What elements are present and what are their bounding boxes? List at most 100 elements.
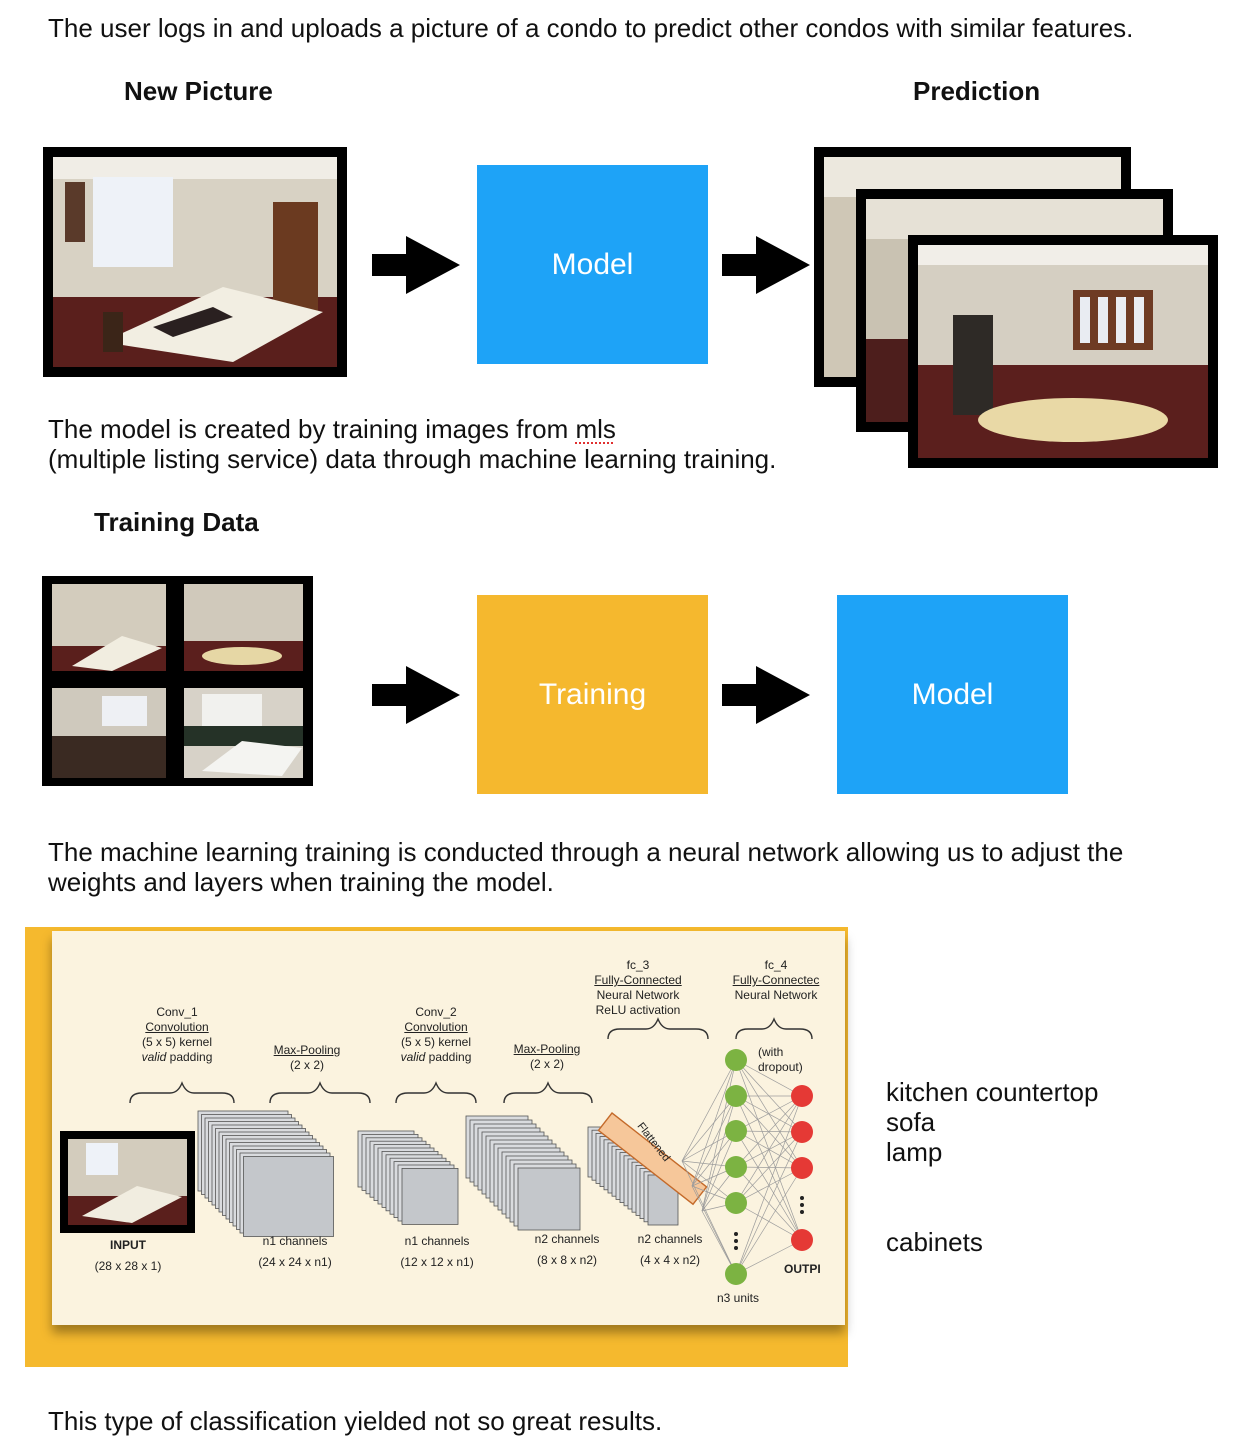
nn-diagram-panel [52, 931, 845, 1325]
connection-line [691, 1130, 737, 1187]
pool2-label: Max-Pooling (2 x 2) [497, 1042, 597, 1072]
connection-line [735, 1095, 803, 1275]
model-description-line1: The model is created by training images … [48, 414, 616, 444]
stage3-label: n2 channels (8 x 8 x n2) [512, 1232, 622, 1268]
connection-line [735, 1239, 803, 1275]
connection-line [681, 1160, 737, 1204]
new-picture-image [43, 147, 347, 377]
connection-line [735, 1095, 803, 1132]
stage3-channels: n2 channels [534, 1232, 600, 1246]
connection-line [735, 1095, 803, 1168]
conv1-name: Conv_1 [156, 1005, 198, 1019]
pool2-name: Max-Pooling [513, 1042, 581, 1056]
conv2-name: Conv_2 [415, 1005, 457, 1019]
connection-line [735, 1131, 803, 1204]
pool1-label: Max-Pooling (2 x 2) [257, 1043, 357, 1073]
connection-line [735, 1059, 803, 1097]
output-label: OUTPI [784, 1262, 821, 1276]
hidden-node [725, 1263, 747, 1285]
output-node [791, 1121, 813, 1143]
intro-text: The user logs in and uploads a picture o… [48, 13, 1134, 43]
connection-line [681, 1059, 737, 1162]
label-kitchen-countertop: kitchen countertop [886, 1077, 1099, 1107]
connection-line [735, 1167, 803, 1275]
output-node [791, 1157, 813, 1179]
hidden-node [725, 1120, 747, 1142]
fc4-label: fc_4 Fully-Connectec Neural Network [726, 958, 826, 1003]
dropout-label: (with dropout) [758, 1045, 828, 1075]
conv2-type: Convolution [404, 1020, 468, 1034]
dropout-line2: dropout) [758, 1060, 803, 1074]
heading-training-data: Training Data [94, 507, 259, 537]
hidden-node [725, 1156, 747, 1178]
mls-term: mls [575, 414, 616, 444]
conv2-label: Conv_2 Convolution (5 x 5) kernel valid … [381, 1005, 491, 1065]
label-cabinets: cabinets [886, 1227, 983, 1257]
arrow-right-icon [722, 236, 810, 294]
feature-map-layer [401, 1167, 459, 1225]
pool1-size: (2 x 2) [289, 1058, 324, 1072]
heading-new-picture: New Picture [124, 76, 273, 106]
conv1-padding: valid padding [141, 1050, 213, 1064]
stage2-channels: n1 channels [404, 1234, 470, 1248]
model-box-top: Model [477, 165, 708, 364]
conclusion-text: This type of classification yielded not … [48, 1406, 663, 1436]
fc4-sub: Neural Network [734, 988, 818, 1002]
connection-line [701, 1210, 737, 1275]
label-lamp: lamp [886, 1137, 943, 1167]
nn-description-line2: weights and layers when training the mod… [48, 867, 554, 897]
stage4-dims: (4 x 4 x n2) [639, 1253, 701, 1267]
pool1-name: Max-Pooling [273, 1043, 341, 1057]
label-sofa: sofa [886, 1107, 936, 1137]
stage2-dims: (12 x 12 x n1) [400, 1255, 474, 1269]
stage4-label: n2 channels (4 x 4 x n2) [615, 1232, 725, 1268]
conv2-kernel: (5 x 5) kernel [400, 1035, 472, 1049]
nn-description-line1: The machine learning training is conduct… [48, 837, 1124, 867]
stage1-label: n1 channels (24 x 24 x n1) [240, 1234, 350, 1270]
connection-line [701, 1059, 737, 1212]
input-label: INPUT [78, 1238, 178, 1253]
feature-map-layer [243, 1156, 334, 1237]
conv1-kernel: (5 x 5) kernel [141, 1035, 213, 1049]
heading-prediction: Prediction [913, 76, 1041, 106]
connection-line [735, 1131, 803, 1275]
connection-line [691, 1095, 737, 1187]
hidden-node [725, 1049, 747, 1071]
fc3-type: Fully-Connected [594, 973, 682, 987]
arrow-right-icon [372, 666, 460, 724]
fc3-name: fc_3 [626, 958, 650, 972]
stage1-channels: n1 channels [262, 1234, 328, 1248]
conv2-padding: valid padding [400, 1050, 472, 1064]
fc3-label: fc_3 Fully-Connected Neural Network ReLU… [578, 958, 698, 1018]
stage3-dims: (8 x 8 x n2) [536, 1253, 598, 1267]
fc4-type: Fully-Connectec [732, 973, 820, 987]
units-label: n3 units [716, 1291, 760, 1305]
model-description-prefix: The model is created by training images … [48, 414, 576, 444]
prediction-labels: kitchen countertop sofa lamp cabinets [886, 1077, 1098, 1257]
training-data-grid [42, 576, 313, 786]
connection-line [701, 1130, 737, 1212]
connection-line [681, 1095, 737, 1162]
fc3-sub: Neural Network [596, 988, 680, 1002]
feature-map-layer [517, 1167, 581, 1231]
output-node [791, 1085, 813, 1107]
arrow-right-icon [722, 666, 810, 724]
hidden-node [725, 1192, 747, 1214]
training-box: Training [477, 595, 708, 794]
model-description-line2: (multiple listing service) data through … [48, 444, 777, 474]
output-node [791, 1229, 813, 1251]
hidden-node [725, 1085, 747, 1107]
conv1-label: Conv_1 Convolution (5 x 5) kernel valid … [122, 1005, 232, 1065]
input-title: INPUT [110, 1238, 146, 1252]
conv1-type: Convolution [145, 1020, 209, 1034]
pool2-size: (2 x 2) [529, 1057, 564, 1071]
arrow-right-icon [372, 236, 460, 294]
dropout-line1: (with [758, 1045, 784, 1059]
stage4-channels: n2 channels [637, 1232, 703, 1246]
connection-line [735, 1095, 803, 1204]
connection-line [681, 1160, 737, 1275]
stage1-dims: (24 x 24 x n1) [258, 1255, 332, 1269]
stage2-label: n1 channels (12 x 12 x n1) [382, 1234, 492, 1270]
model-box-bottom: Model [837, 595, 1068, 794]
prediction-image-3 [908, 235, 1218, 468]
